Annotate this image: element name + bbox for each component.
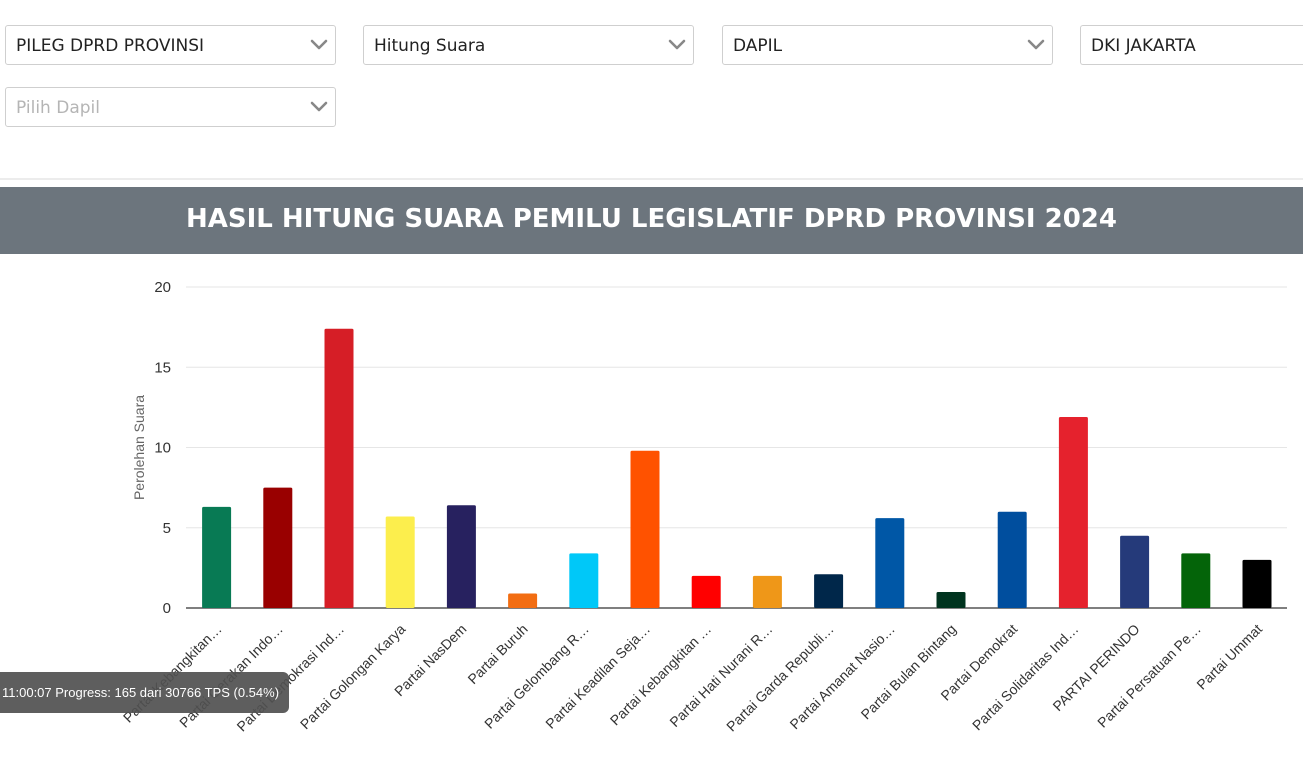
province-select[interactable]: DKI JAKARTA [1080,25,1303,65]
chevron-down-icon [1027,39,1045,50]
y-tick-label: 5 [163,520,171,537]
bar [630,450,660,608]
bar [1058,417,1088,608]
chart-title: HASIL HITUNG SUARA PEMILU LEGISLATIF DPR… [186,204,1117,234]
x-tick-label: Partai Persatuan Pe… [1094,621,1204,731]
x-tick-label: Partai Hati Nurani R… [666,621,775,730]
dapil-select[interactable]: Pilih Dapil [5,87,336,127]
bar [446,505,476,608]
level-value: DAPIL [733,36,783,56]
bar [569,553,599,608]
x-tick-label: Partai Buruh [464,621,530,687]
bar [1120,535,1150,608]
bar [691,575,721,608]
bar [997,511,1027,608]
election-type-select[interactable]: PILEG DPRD PROVINSI [5,25,336,65]
y-axis-label: Perolehan Suara [131,395,147,500]
filter-bar: PILEG DPRD PROVINSI Hitung Suara DAPIL D… [0,0,1303,182]
mode-select[interactable]: Hitung Suara [363,25,694,65]
x-tick-label: Partai Solidaritas Ind… [969,621,1082,734]
bar [875,518,905,608]
bar [385,516,415,608]
election-type-value: PILEG DPRD PROVINSI [16,36,205,56]
bar [324,328,354,608]
bar [752,575,782,608]
bar [936,591,966,608]
level-select[interactable]: DAPIL [722,25,1053,65]
y-tick-label: 15 [154,359,171,376]
chart-title-banner: HASIL HITUNG SUARA PEMILU LEGISLATIF DPR… [0,187,1303,254]
bar [202,506,232,608]
progress-text: 11:00:07 Progress: 165 dari 30766 TPS (0… [2,685,280,700]
y-tick-label: 20 [154,279,171,296]
mode-value: Hitung Suara [374,36,486,56]
x-tick-label: Partai Garda Republi… [723,621,837,735]
bar-chart: 0 5 10 15 20 Perolehan Suara Partai Kebangkita… [120,279,1287,735]
bar [263,487,293,608]
x-tick-label: Partai Gelombang R… [481,621,592,732]
y-tick-label: 10 [154,440,171,457]
x-tick-label: Partai Ummat [1193,621,1265,693]
y-tick-label: 0 [163,600,171,617]
province-value: DKI JAKARTA [1091,36,1196,56]
dapil-placeholder: Pilih Dapil [16,98,100,118]
chevron-down-icon [668,39,686,50]
x-tick-label: Partai Keadilan Seja… [542,621,653,732]
chevron-down-icon [310,39,328,50]
x-tick-label: Partai Amanat Nasio… [786,621,897,732]
x-tick-label: Partai Golongan Karya [297,621,409,733]
x-tick-label: Partai Kebangkitan … [607,621,715,729]
chevron-down-icon [310,101,328,112]
bar [814,574,844,608]
bar [1242,559,1272,608]
divider [0,178,1303,180]
bar [508,593,538,608]
progress-toast: 11:00:07 Progress: 165 dari 30766 TPS (0… [0,672,290,713]
bar [1181,553,1211,608]
